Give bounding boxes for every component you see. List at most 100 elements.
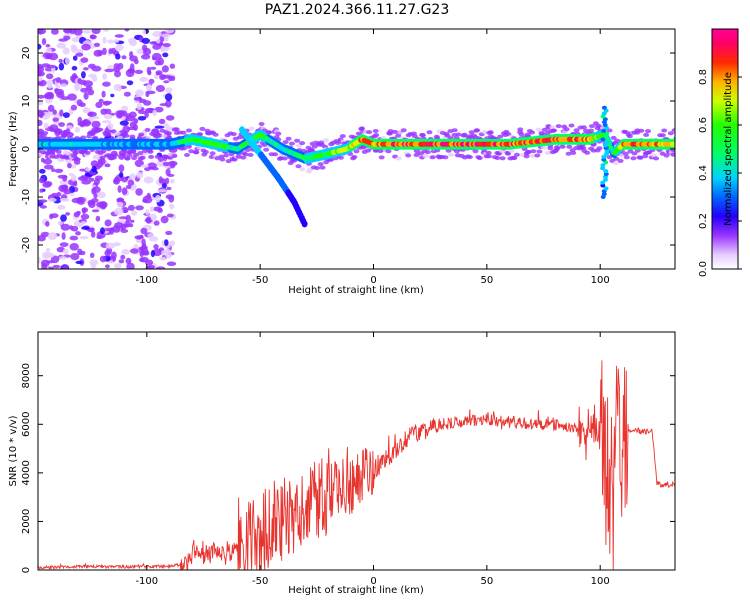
halo-blob: [485, 150, 492, 155]
noise-blob: [61, 232, 66, 240]
halo-blob: [237, 135, 243, 140]
noise-blob: [165, 177, 170, 184]
halo-blob: [49, 127, 56, 132]
halo-blob: [296, 143, 302, 148]
noise-blob: [135, 89, 144, 98]
halo-blob: [38, 130, 43, 135]
snr-panel: -100 -50 0 50 100 0 2000 4000 6000 8000 Height o…: [8, 331, 676, 596]
noise-blob: [87, 89, 95, 96]
halo-blob: [322, 138, 329, 143]
noise-blob: [91, 187, 97, 195]
halo-blob: [536, 149, 543, 154]
noise-blob: [95, 101, 103, 109]
noise-blob: [43, 158, 53, 165]
noise-blob: [38, 256, 41, 265]
halo-blob: [667, 131, 674, 136]
halo-blob: [123, 133, 130, 138]
colorbar-tick-label: 0.2: [698, 213, 709, 229]
noise-blob: [56, 91, 65, 98]
noise-blob: [166, 213, 174, 218]
noise-blob: [81, 207, 89, 213]
spike-blob: [604, 131, 610, 136]
noise-blob: [150, 66, 157, 70]
y-tick-label: 4000: [21, 460, 32, 485]
noise-blob: [152, 30, 162, 38]
noise-blob: [128, 37, 137, 44]
halo-blob: [385, 149, 392, 154]
halo-blob: [180, 130, 187, 135]
y-tick-label: 6000: [21, 412, 32, 437]
noise-blob: [136, 102, 143, 111]
noise-blob: [161, 65, 169, 73]
noise-blob: [80, 221, 87, 224]
noise-blob: [120, 229, 129, 233]
noise-blob: [166, 261, 177, 267]
noise-blob: [75, 231, 81, 236]
x-tick-label: -50: [252, 576, 268, 587]
halo-blob: [247, 152, 254, 157]
halo-blob: [171, 154, 178, 158]
noise-blob: [150, 250, 155, 258]
halo-blob: [651, 153, 657, 158]
noise-blob: [146, 84, 152, 92]
halo-blob: [570, 151, 577, 155]
halo-blob: [529, 154, 536, 158]
spike-blob: [601, 154, 607, 159]
halo-blob: [461, 132, 468, 137]
noise-blob: [91, 75, 98, 82]
noise-blob: [165, 194, 174, 200]
halo-blob: [139, 155, 146, 160]
halo-blob: [40, 150, 47, 155]
noise-blob: [70, 253, 80, 261]
halo-blob: [559, 144, 566, 149]
noise-blob: [164, 29, 175, 34]
halo-blob: [42, 131, 49, 136]
halo-blob: [95, 128, 102, 133]
noise-blob: [65, 212, 71, 216]
colorbar-tick-label: 0.4: [698, 165, 709, 181]
halo-blob: [319, 165, 326, 170]
halo-blob: [565, 151, 572, 156]
noise-blob: [166, 186, 172, 191]
halo-blob: [148, 154, 155, 159]
noise-blob: [63, 189, 72, 195]
noise-blob: [58, 62, 65, 71]
noise-blob: [140, 54, 151, 60]
noise-blob: [158, 118, 166, 125]
halo-blob: [120, 153, 127, 158]
noise-blob: [129, 173, 136, 180]
halo-blob: [84, 150, 91, 155]
spike-blob: [603, 169, 609, 174]
noise-blob: [38, 235, 46, 242]
halo-blob: [299, 167, 306, 172]
halo-blob: [481, 130, 488, 135]
noise-blob: [38, 69, 43, 77]
noise-blob: [88, 111, 94, 117]
halo-blob: [405, 153, 412, 158]
halo-blob: [124, 156, 131, 161]
noise-blob: [96, 201, 106, 208]
spike-blob: [601, 157, 607, 162]
halo-blob: [181, 146, 187, 151]
noise-blob: [40, 157, 45, 163]
halo-blob: [395, 133, 402, 138]
halo-blob: [673, 130, 675, 134]
noise-blob: [119, 171, 124, 178]
noise-blob: [62, 175, 68, 182]
noise-blob: [163, 122, 170, 128]
noise-blob: [46, 64, 57, 69]
halo-blob: [138, 132, 145, 137]
noise-blob: [102, 101, 111, 106]
halo-blob: [351, 155, 358, 159]
noise-blob: [165, 115, 175, 121]
noise-blob: [60, 223, 71, 231]
halo-blob: [263, 147, 270, 152]
noise-blob: [111, 251, 117, 260]
noise-blob: [155, 38, 161, 44]
halo-blob: [240, 155, 247, 160]
noise-blob: [88, 177, 95, 182]
colorbar-label: Normalized spectral amplitude: [723, 72, 734, 226]
noise-blob: [154, 125, 165, 129]
noise-blob: [38, 94, 45, 99]
noise-blob: [91, 209, 100, 213]
